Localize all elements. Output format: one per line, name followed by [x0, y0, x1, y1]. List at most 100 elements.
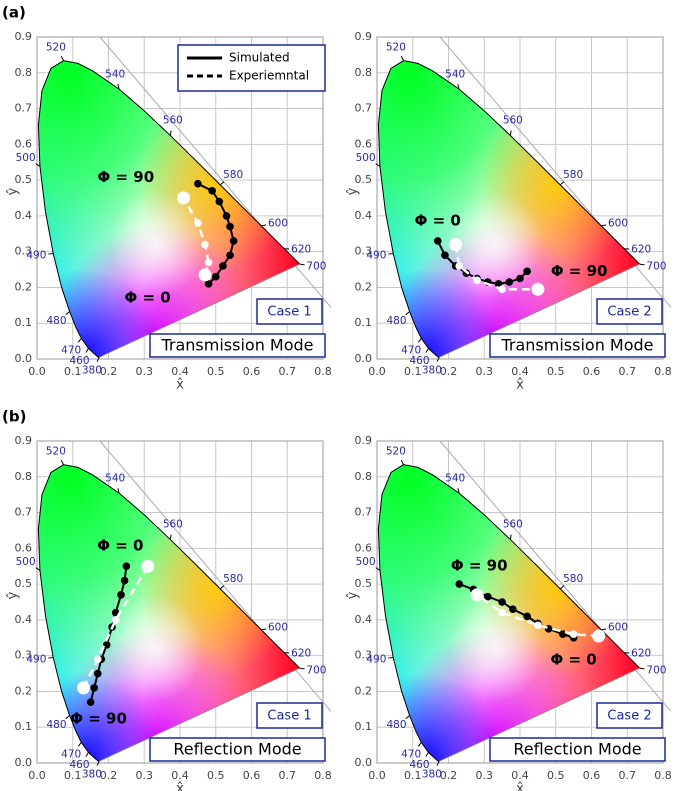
x-tick-label: 0.5 — [207, 769, 225, 782]
spectral-locus — [37, 60, 301, 358]
y-tick-label: 0.7 — [15, 506, 33, 519]
data-point — [226, 222, 234, 231]
data-point — [523, 612, 531, 621]
x-tick-label: 0.1 — [404, 769, 422, 782]
x-tick-label: 0.8 — [654, 769, 672, 782]
wavelength-tick — [219, 585, 225, 590]
wavelength-label: 470 — [401, 748, 421, 760]
x-tick-label: 0.4 — [511, 769, 529, 782]
case-label: Case 1 — [267, 709, 311, 724]
wavelength-tick — [60, 55, 65, 61]
wavelength-tick — [85, 752, 89, 757]
wavelength-label: 700 — [306, 664, 326, 676]
data-point — [516, 274, 524, 283]
y-tick-label: 0.9 — [355, 434, 373, 447]
wavelength-label: 480 — [47, 719, 67, 731]
case-label: Case 2 — [607, 709, 651, 724]
spectral-locus — [37, 464, 301, 762]
wavelength-tick — [436, 356, 440, 362]
wavelength-tick — [85, 348, 89, 353]
data-point — [509, 605, 517, 613]
x-tick-label: 0.0 — [368, 365, 386, 378]
data-point — [505, 278, 514, 286]
panel: 0.0 0.1 0.2 0.3 0.4 0.5 0.6 0.7 0.8 0.0 0.1 0.2 0.3 0… — [346, 30, 672, 393]
spectral-locus — [377, 464, 641, 762]
data-point — [194, 179, 202, 188]
wavelength-label: 560 — [163, 115, 183, 127]
y-tick-label: 0.1 — [15, 720, 33, 733]
wavelength-tick — [375, 567, 381, 571]
y-tick-label: 0.3 — [15, 245, 33, 258]
data-point — [86, 698, 95, 706]
panel: 0.0 0.1 0.2 0.3 0.4 0.5 0.6 0.7 0.8 0.0 0.1 0.2 0.3 0… — [2, 408, 332, 791]
x-tick-label: 0.5 — [207, 365, 225, 378]
wavelength-tick — [457, 488, 460, 494]
y-tick-label: 0.5 — [355, 577, 373, 590]
wavelength-label: 380 — [422, 769, 442, 781]
y-axis-label: ŷ — [6, 187, 21, 195]
series-line — [476, 593, 599, 638]
wavelength-tick — [219, 181, 225, 186]
data-point — [229, 237, 238, 245]
data-point — [534, 621, 542, 630]
wavelength-label: 580 — [223, 169, 243, 181]
x-tick-label: 0.2 — [100, 769, 118, 782]
data-point — [204, 258, 213, 267]
y-tick-label: 0.6 — [15, 137, 33, 150]
y-tick-label: 0.2 — [355, 280, 373, 293]
y-tick-label: 0.2 — [15, 684, 33, 697]
x-axis-label: x̂ — [516, 782, 524, 791]
wavelength-tick — [417, 338, 422, 343]
wavelength-label: 700 — [306, 260, 326, 272]
y-tick-label: 0.6 — [15, 541, 33, 554]
mode-box — [149, 333, 326, 358]
panel-label: (a) — [2, 4, 26, 22]
wavelength-label: 520 — [386, 41, 406, 53]
wavelength-label: 560 — [503, 115, 523, 127]
wavelength-label: 380 — [82, 769, 102, 781]
x-tick-label: 0.2 — [440, 769, 458, 782]
data-point — [201, 240, 209, 249]
wavelength-tick — [117, 84, 120, 90]
x-tick-label: 0.4 — [171, 365, 189, 378]
panel: 0.0 0.1 0.2 0.3 0.4 0.5 0.6 0.7 0.8 0.0 0.1 0.2 0.3 0… — [346, 434, 672, 791]
plot-frame — [376, 36, 664, 360]
y-axis-label: ŷ — [6, 591, 21, 599]
wavelength-label: 520 — [386, 445, 406, 457]
y-tick-label: 0.9 — [355, 30, 373, 43]
wavelength-label: 500 — [16, 152, 36, 164]
wavelength-tick — [457, 84, 460, 90]
data-point — [198, 268, 212, 282]
data-point — [93, 669, 102, 678]
wavelength-label: 540 — [445, 473, 465, 485]
plot-frame — [376, 440, 664, 764]
x-tick-label: 0.1 — [64, 365, 82, 378]
y-tick-label: 0.0 — [355, 352, 373, 365]
data-point — [208, 187, 216, 195]
wavelength-tick — [35, 163, 41, 167]
data-point — [455, 262, 464, 270]
data-point — [449, 238, 463, 252]
data-point — [498, 285, 506, 294]
wavelength-tick — [48, 656, 54, 659]
annotation: Φ = 0 — [551, 650, 597, 668]
case-label: Case 2 — [607, 305, 651, 320]
wavelength-label: 490 — [366, 249, 386, 261]
annotation: Φ = 90 — [98, 168, 155, 186]
case-box — [256, 298, 323, 325]
data-point — [76, 681, 90, 695]
x-tick-label: 0.6 — [583, 365, 601, 378]
wavelength-tick — [35, 567, 41, 571]
x-axis-label: x̂ — [176, 378, 184, 393]
x-tick-label: 0.4 — [511, 365, 529, 378]
y-tick-label: 0.5 — [355, 173, 373, 186]
case-box — [596, 702, 663, 729]
wavelength-label: 490 — [26, 653, 46, 665]
mode-label: Reflection Mode — [513, 740, 641, 759]
x-axis-label: x̂ — [516, 378, 524, 393]
wavelength-label: 520 — [46, 41, 66, 53]
wavelength-label: 620 — [631, 244, 651, 256]
case-box — [256, 702, 323, 729]
y-tick-label: 0.8 — [15, 470, 33, 483]
